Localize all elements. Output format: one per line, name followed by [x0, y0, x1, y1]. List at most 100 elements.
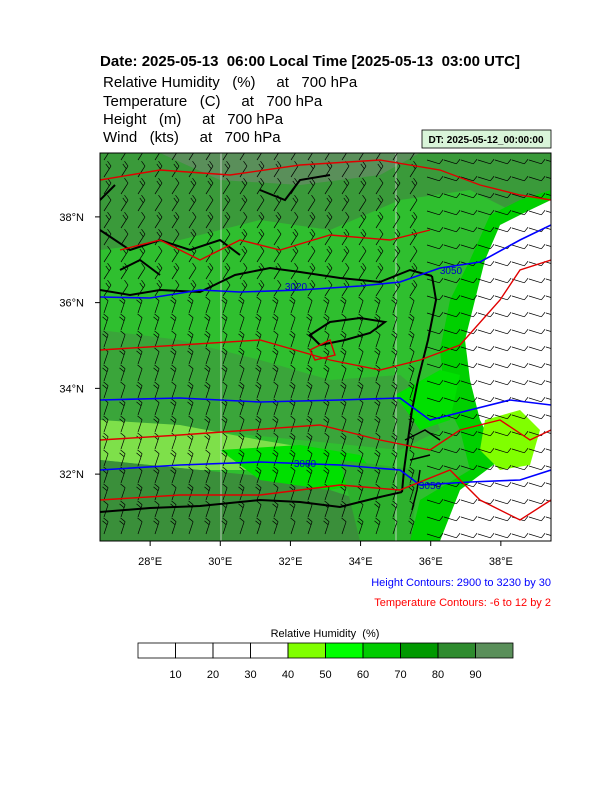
colorbar-tick-label: 40 [282, 669, 294, 681]
wind-barb [272, 296, 279, 314]
wind-barb [171, 194, 180, 212]
wind-barb [222, 262, 231, 280]
wind-barb [511, 464, 529, 471]
temperature-contour [100, 259, 551, 371]
wind-barb [255, 483, 262, 501]
wind-barb [511, 532, 529, 539]
wind-barb [153, 313, 160, 331]
wind-barb [545, 193, 551, 196]
wind-barb [324, 432, 330, 450]
colorbar-tick-label: 60 [357, 669, 369, 681]
wind-barb [103, 194, 112, 212]
wind-barb [119, 313, 126, 331]
field-line: Height (m) at 700 hPa [103, 111, 284, 128]
wind-barb [137, 194, 146, 212]
wind-barb [120, 211, 129, 229]
wind-barb [375, 153, 381, 161]
wind-barb [205, 211, 214, 229]
wind-barb [392, 153, 398, 161]
wind-barb [120, 177, 129, 195]
wind-barb [290, 364, 296, 382]
wind-barb [528, 481, 546, 488]
wind-barb [205, 262, 214, 280]
wind-barb [511, 447, 529, 454]
wind-barb [324, 153, 330, 161]
wind-barb [494, 481, 512, 488]
colorbar-box [212, 642, 251, 659]
wind-barb [255, 466, 262, 484]
wind-barb [460, 430, 478, 437]
wind-barb [290, 211, 299, 229]
wind-barb [477, 464, 495, 471]
wind-barb [358, 228, 367, 246]
wind-barb [409, 177, 418, 195]
wind-barb [204, 330, 211, 348]
temperature-contour [119, 229, 431, 361]
wind-barb [290, 466, 296, 484]
coastline [100, 266, 438, 513]
wind-barb [154, 245, 163, 263]
wind-barb [477, 532, 495, 539]
wind-barb [477, 311, 495, 318]
wind-barb [222, 330, 228, 348]
wind-barb [221, 296, 228, 314]
wind-barb [477, 345, 495, 352]
wind-barb [426, 175, 444, 182]
wind-barb [340, 381, 347, 399]
wind-barb [205, 194, 214, 212]
wind-barb [545, 448, 551, 451]
wind-barb [391, 296, 398, 314]
wind-barb [477, 413, 495, 420]
wind-barb [528, 515, 546, 522]
rh-fill [100, 330, 440, 450]
wind-barb [392, 415, 398, 433]
wind-barb [307, 245, 316, 263]
wind-barb [545, 414, 551, 417]
wind-barb [324, 245, 333, 263]
wind-barb [306, 381, 313, 399]
wind-barb [545, 499, 551, 502]
wind-barb [273, 177, 282, 195]
wind-barb [545, 227, 551, 230]
wind-barb [187, 398, 194, 416]
wind-barb [408, 330, 415, 348]
wind-barb [272, 364, 279, 382]
wind-barb [460, 396, 478, 403]
wind-barb [222, 432, 228, 450]
wind-barb [426, 498, 444, 505]
wind-barb [222, 211, 231, 229]
wind-barb [239, 279, 248, 297]
colorbar-tick-label: 80 [432, 669, 444, 681]
wind-barb [136, 449, 143, 467]
wind-barb [307, 194, 316, 212]
wind-barb [205, 245, 214, 263]
wind-barb [358, 211, 367, 229]
wind-barb [341, 466, 347, 484]
wind-barb [306, 313, 313, 331]
wind-barb [238, 483, 245, 501]
wind-barb [511, 175, 529, 182]
wind-barb [460, 311, 478, 318]
wind-barb [255, 313, 262, 331]
wind-barb [460, 515, 478, 522]
wind-barb [119, 364, 126, 382]
wind-barb [307, 279, 316, 297]
wind-barb [460, 447, 478, 454]
wind-barb [545, 431, 551, 434]
wind-barb [256, 449, 262, 467]
wind-barb [256, 296, 262, 314]
wind-barb [511, 328, 529, 335]
wind-barb [460, 243, 478, 250]
wind-barb [221, 313, 228, 331]
wind-barb [120, 228, 129, 246]
wind-barb [205, 177, 214, 195]
wind-barb [392, 313, 398, 331]
wind-barb [460, 277, 478, 284]
wind-barb [204, 415, 211, 433]
map-axes: 28°E 30°E 32°E 34°E 36°E 38°E 38°N 36°N 34°N 32°N [59, 212, 512, 568]
wind-barb [188, 211, 197, 229]
wind-barb [528, 277, 546, 284]
wind-barb [340, 449, 347, 467]
colorbar-box [325, 642, 364, 659]
wind-barb [460, 345, 478, 352]
